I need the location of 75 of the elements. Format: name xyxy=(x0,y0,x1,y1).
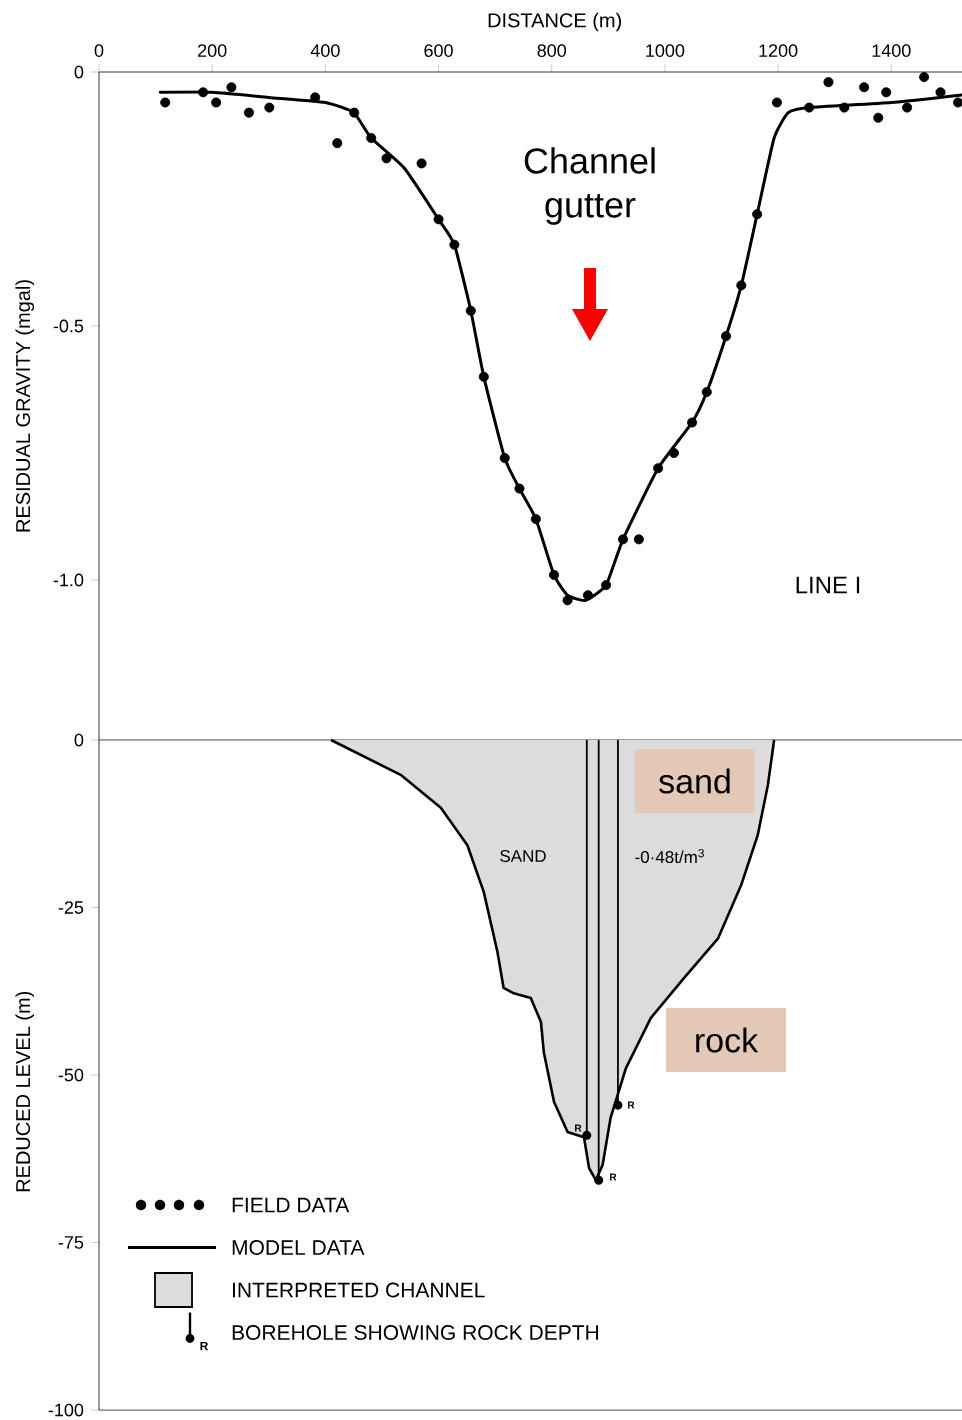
annotation: R xyxy=(200,1341,209,1351)
point xyxy=(198,87,209,98)
x-tick-label: 1000 xyxy=(646,44,685,57)
point xyxy=(160,97,171,108)
point xyxy=(902,102,913,113)
annotation: R xyxy=(610,1173,617,1181)
point xyxy=(601,580,612,591)
point xyxy=(381,153,392,164)
y-axis-title: REDUCED LEVEL (m) xyxy=(15,991,35,1192)
point xyxy=(211,97,222,108)
point xyxy=(582,590,593,601)
point xyxy=(736,280,747,291)
point xyxy=(243,107,254,118)
point xyxy=(804,102,815,113)
point xyxy=(514,483,525,494)
point xyxy=(562,595,573,606)
y-axis-title: RESIDUAL GRAVITY (mgal) xyxy=(15,280,35,532)
y-tick-label: 0 xyxy=(74,65,84,79)
point xyxy=(548,569,559,580)
annotation: R xyxy=(628,1101,635,1109)
point xyxy=(433,214,444,225)
annotation: -0·48t/m$^{3}$ xyxy=(635,848,704,864)
x-tick-label: 600 xyxy=(424,44,453,57)
legend-label: MODEL DATA xyxy=(232,1240,365,1255)
point xyxy=(823,77,834,88)
point xyxy=(478,371,489,382)
annotation: SAND xyxy=(500,850,546,863)
point xyxy=(264,102,275,113)
point xyxy=(881,87,892,98)
point xyxy=(366,133,377,144)
point xyxy=(226,82,237,93)
point xyxy=(721,331,732,342)
point xyxy=(668,448,679,458)
y-tick-label: -75 xyxy=(58,1236,84,1249)
point xyxy=(449,239,460,250)
point xyxy=(771,97,782,108)
x-tick-label: 1400 xyxy=(872,44,911,57)
y-tick-label: -25 xyxy=(58,901,84,914)
point xyxy=(416,158,427,169)
point xyxy=(332,138,343,149)
point xyxy=(499,453,510,464)
x-tick-label: 1200 xyxy=(759,44,798,57)
point xyxy=(839,102,850,113)
x-tick-label: 400 xyxy=(310,44,340,57)
point xyxy=(310,92,321,103)
point xyxy=(873,112,884,123)
x-tick-label: 0 xyxy=(94,44,104,57)
point xyxy=(618,534,629,545)
y-tick-label: -1.0 xyxy=(53,573,84,587)
annotation: LINE I xyxy=(796,576,860,594)
legend-label: BOREHOLE SHOWING ROCK DEPTH xyxy=(232,1325,599,1340)
x-axis-title: DISTANCE (m) xyxy=(488,12,621,32)
point xyxy=(530,514,541,525)
y-tick-label: -50 xyxy=(58,1068,84,1082)
x-tick-label: 800 xyxy=(537,44,567,57)
point xyxy=(859,82,870,93)
point xyxy=(935,87,946,98)
legend-label: INTERPRETED CHANNEL xyxy=(233,1282,485,1298)
annotation: rock xyxy=(696,1027,759,1053)
annotation: sand xyxy=(659,768,730,794)
annotation: R xyxy=(575,1124,582,1132)
point xyxy=(349,107,360,118)
point xyxy=(633,534,644,545)
x-tick-label: 200 xyxy=(198,44,227,57)
y-tick-label: -0.5 xyxy=(53,319,84,333)
point xyxy=(919,72,930,83)
point xyxy=(752,209,763,220)
point xyxy=(701,387,712,398)
point xyxy=(653,463,664,474)
annotation: Channel gutter xyxy=(524,147,655,225)
point xyxy=(465,305,476,316)
point xyxy=(687,417,698,428)
y-tick-label: 0 xyxy=(74,733,84,747)
legend-label: FIELD DATA xyxy=(232,1197,350,1213)
y-tick-label: -100 xyxy=(48,1403,84,1417)
